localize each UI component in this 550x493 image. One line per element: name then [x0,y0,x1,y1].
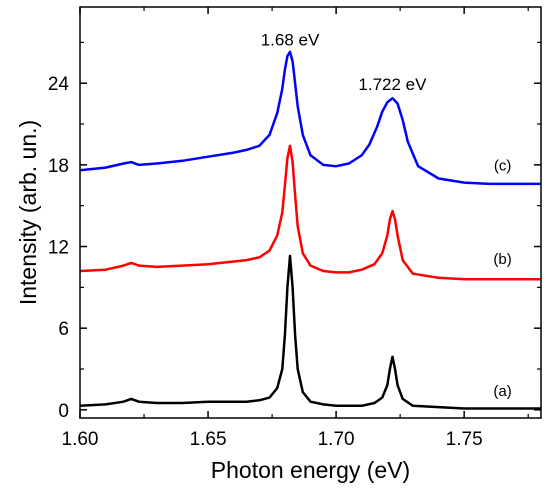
series-label: (a) [493,383,511,400]
peak-annotation: 1.722 eV [358,75,427,94]
y-tick-label: 6 [58,319,69,340]
x-tick-label: 1.70 [318,429,355,450]
y-tick-label: 12 [48,238,69,259]
series-line [80,50,541,186]
y-axis-title: Intensity (arb. un.) [15,120,41,305]
series-label: (c) [494,157,512,174]
series-line [80,144,541,281]
x-tick-label: 1.60 [62,429,99,450]
plot-layer: (a) (b) (c) 1.68 eV 1.722 eV [80,30,541,410]
x-axis-title: Photon energy (eV) [211,457,410,483]
series-label: (b) [493,251,511,268]
axes-layer: 1.60 1.65 1.70 1.75 0 6 12 18 24 [48,6,542,450]
y-tick-label: 18 [48,156,69,177]
peak-annotation: 1.68 eV [261,30,320,49]
x-tick-label: 1.65 [190,429,227,450]
y-tick-label: 0 [58,401,69,422]
y-tick-label: 24 [48,74,70,95]
plot-frame [79,6,542,419]
x-tick-label: 1.75 [446,429,483,450]
series-line [80,254,541,410]
